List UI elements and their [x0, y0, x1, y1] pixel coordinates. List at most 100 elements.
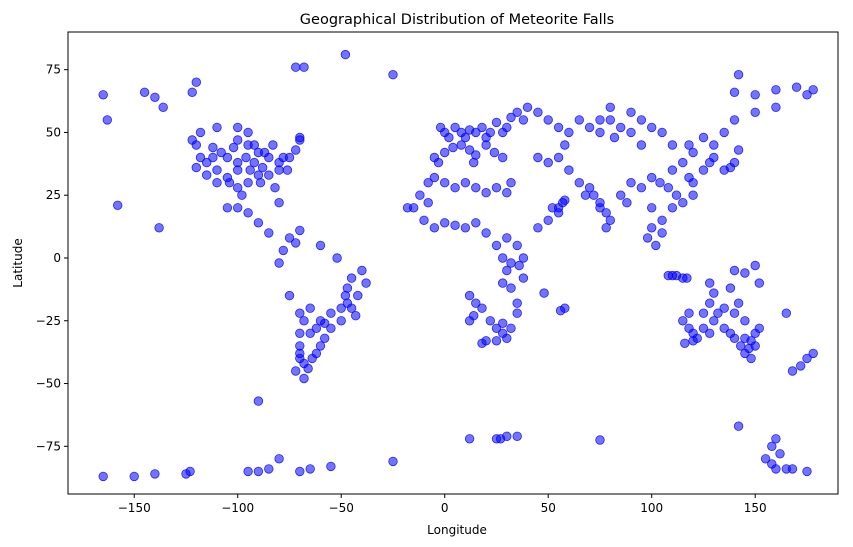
scatter-point [481, 187, 491, 198]
scatter-point [684, 308, 694, 318]
scatter-point [705, 278, 715, 288]
scatter-point [595, 435, 605, 445]
scatter-point [307, 353, 317, 364]
x-axis-label: Longitude [427, 523, 487, 537]
scatter-point [512, 240, 522, 251]
scatter-point [506, 323, 516, 334]
scatter-point [278, 152, 289, 163]
scatter-point [185, 466, 195, 477]
scatter-point [771, 85, 781, 95]
scatter-point [616, 122, 626, 133]
scatter-point [259, 147, 270, 158]
scatter-point [750, 260, 760, 271]
scatter-point [299, 358, 309, 369]
scatter-point [388, 456, 398, 467]
scatter-point [502, 122, 512, 133]
scatter-point [506, 177, 516, 188]
scatter-point [729, 87, 740, 98]
scatter-point [533, 223, 543, 233]
y-tick-label: 75 [46, 63, 61, 77]
scatter-point [464, 316, 475, 326]
scatter-point [512, 107, 522, 118]
scatter-point [326, 461, 336, 472]
scatter-point [291, 145, 301, 155]
scatter-point [698, 308, 709, 318]
scatter-point [440, 147, 450, 158]
scatter-point [485, 316, 496, 326]
scatter-point [636, 182, 647, 193]
scatter-point [491, 240, 502, 251]
scatter-point [719, 127, 729, 138]
scatter-point [291, 62, 301, 72]
scatter-point [498, 278, 508, 288]
scatter-point [688, 190, 698, 200]
scatter-point [680, 338, 690, 349]
scatter-point [491, 182, 502, 193]
y-axis-label: Latitude [11, 238, 25, 287]
scatter-point [315, 240, 326, 251]
scatter-point [647, 203, 657, 213]
scatter-point [187, 135, 197, 145]
scatter-point [102, 115, 113, 125]
scatter-point [609, 132, 620, 143]
scatter-point [719, 323, 729, 334]
scatter-point [729, 115, 740, 125]
scatter-point [502, 265, 512, 276]
scatter-point [601, 223, 611, 233]
scatter-point [342, 298, 353, 308]
y-tick-label: −75 [36, 439, 61, 453]
scatter-point [336, 303, 346, 313]
scatter-point [543, 157, 553, 168]
scatter-point [512, 431, 522, 442]
scatter-point [450, 220, 460, 231]
scatter-point [464, 434, 475, 444]
scatter-point [402, 203, 413, 213]
scatter-point [740, 268, 750, 278]
scatter-point [518, 115, 529, 125]
scatter-point [456, 140, 467, 150]
x-tick-label: 0 [441, 501, 449, 515]
scatter-point [655, 177, 665, 188]
scatter-point [243, 127, 253, 138]
scatter-point [295, 466, 305, 477]
scatter-point [471, 182, 481, 193]
scatter-point [647, 172, 657, 183]
scatter-point [595, 203, 605, 213]
scatter-point [274, 197, 284, 208]
scatter-point [491, 336, 502, 346]
scatter-point [491, 323, 502, 334]
scatter-point [489, 147, 500, 158]
x-tick-label: −50 [329, 501, 354, 515]
scatter-point [433, 157, 444, 168]
scatter-point [605, 115, 616, 125]
scatter-point [332, 253, 342, 263]
scatter-point [154, 223, 164, 233]
scatter-point [450, 122, 460, 133]
scatter-point [112, 200, 123, 211]
scatter-point [733, 421, 744, 431]
scatter-point [678, 316, 688, 326]
scatter-point [553, 122, 564, 133]
scatter-point [232, 182, 243, 193]
scatter-point [787, 366, 798, 376]
scatter-point [595, 127, 605, 138]
scatter-point [808, 85, 818, 95]
y-tick-label: −25 [36, 314, 61, 328]
scatter-point [539, 288, 549, 298]
scatter-point [750, 341, 760, 351]
scatter-point [268, 140, 278, 150]
y-tick-label: 0 [53, 251, 61, 265]
scatter-point [589, 190, 599, 200]
scatter-point [547, 203, 558, 213]
scatter-point [553, 152, 564, 163]
scatter-point [224, 177, 235, 188]
scatter-point [232, 122, 243, 133]
scatter-point [315, 341, 326, 351]
scatter-point [464, 290, 475, 301]
scatter-point [543, 115, 553, 125]
scatter-point [667, 165, 678, 175]
scatter-point [291, 366, 301, 376]
scatter-point [243, 177, 253, 188]
scatter-point [719, 303, 729, 313]
scatter-point [232, 203, 243, 213]
